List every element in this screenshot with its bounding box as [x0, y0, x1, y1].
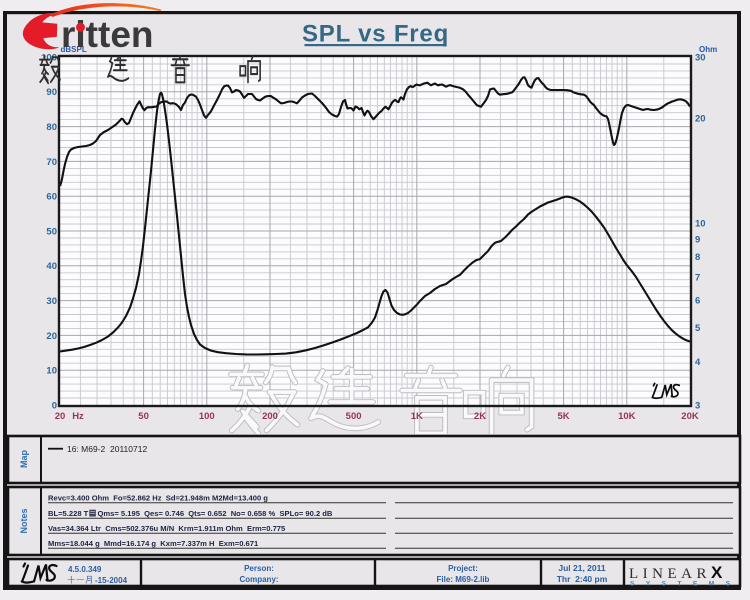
svg-text:60: 60 [46, 192, 57, 203]
svg-text:SPL vs Freq: SPL vs Freq [302, 21, 449, 48]
svg-text:20: 20 [695, 114, 706, 125]
svg-text:Notes: Notes [19, 508, 29, 533]
svg-text:3: 3 [695, 400, 700, 411]
svg-text:100: 100 [41, 52, 57, 63]
svg-text:1K: 1K [411, 411, 423, 422]
svg-text:80: 80 [46, 122, 57, 133]
svg-text:100: 100 [199, 411, 215, 422]
svg-text:90: 90 [46, 87, 57, 98]
svg-text:50: 50 [138, 411, 149, 422]
svg-text:Project:: Project: [448, 564, 478, 573]
svg-text:9: 9 [695, 234, 700, 245]
svg-text:70: 70 [46, 157, 57, 168]
svg-text:Revc=3.400 Ohm Fo=52.862 Hz: Revc=3.400 Ohm Fo=52.862 Hz Sd=21.948m M… [48, 494, 268, 503]
svg-text:30: 30 [46, 296, 57, 307]
svg-text:200: 200 [262, 411, 278, 422]
svg-text:Company:: Company: [239, 575, 278, 584]
svg-text:File: M69-2.lib: File: M69-2.lib [437, 575, 490, 584]
svg-text:LINEAR: LINEAR [629, 566, 711, 582]
svg-text:4.5.0.349: 4.5.0.349 [68, 565, 102, 574]
svg-text:Thr 2:40 pm: Thr 2:40 pm [557, 574, 608, 584]
svg-text:10: 10 [695, 218, 706, 229]
svg-text:Map: Map [19, 449, 29, 468]
svg-text:10K: 10K [618, 411, 636, 422]
svg-text:2K: 2K [474, 411, 486, 422]
svg-text:20: 20 [55, 411, 66, 422]
svg-text:16: M69-2 20110712: 16: M69-2 20110712 [67, 444, 147, 454]
svg-text:5K: 5K [558, 411, 570, 422]
svg-text:6: 6 [695, 296, 700, 307]
svg-text:10: 10 [46, 366, 57, 377]
svg-text:Qms= 5.195 Qes= 0.746 Qts= 0: Qms= 5.195 Qes= 0.746 Qts= 0.652 No= 0.6… [98, 509, 333, 518]
svg-text:40: 40 [46, 261, 57, 272]
svg-text:0: 0 [52, 400, 57, 411]
svg-text:30: 30 [695, 52, 706, 63]
svg-text:Hz: Hz [72, 411, 84, 422]
svg-text:7: 7 [695, 272, 700, 283]
svg-text:X: X [711, 563, 723, 582]
svg-text:dBSPL: dBSPL [61, 45, 87, 54]
svg-text:500: 500 [346, 411, 362, 422]
svg-text:Person:: Person: [244, 564, 274, 573]
svg-text:Ohm: Ohm [699, 45, 717, 54]
svg-text:-15-2004: -15-2004 [95, 576, 128, 585]
svg-text:Mms=18.044 g Mmd=16.174 g Kx: Mms=18.044 g Mmd=16.174 g Kxm=7.337m H E… [48, 539, 259, 548]
svg-text:20K: 20K [681, 411, 699, 422]
svg-text:BL=5.228 T: BL=5.228 T [48, 509, 89, 518]
svg-text:5: 5 [695, 323, 701, 334]
svg-text:SYSTEMS: SYSTEMS [630, 581, 742, 588]
svg-text:4: 4 [695, 357, 701, 368]
svg-text:Vas=34.364 Ltr Cms=502.376u M: Vas=34.364 Ltr Cms=502.376u M/N Krm=1.91… [48, 524, 286, 533]
svg-text:20: 20 [46, 331, 57, 342]
svg-text:50: 50 [46, 226, 57, 237]
svg-text:ritten: ritten [61, 14, 154, 55]
svg-text:8: 8 [695, 252, 700, 263]
svg-text:Jul 21, 2011: Jul 21, 2011 [558, 563, 606, 573]
